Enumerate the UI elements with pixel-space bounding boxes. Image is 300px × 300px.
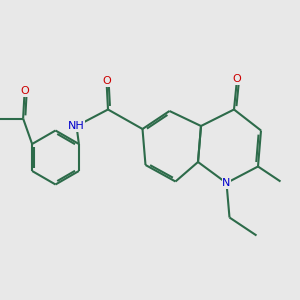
Text: N: N [222,178,231,188]
Text: NH: NH [68,121,85,131]
Text: O: O [20,86,29,97]
Text: O: O [102,76,111,86]
Text: O: O [232,74,242,85]
